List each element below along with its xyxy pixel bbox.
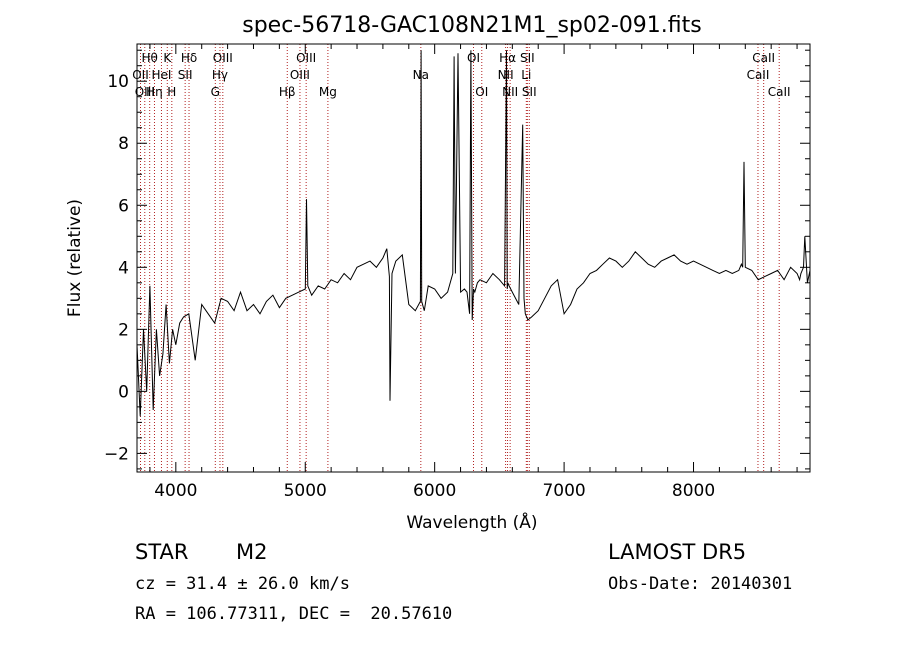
line-label: Hη — [146, 85, 163, 99]
x-tick-label: 4000 — [154, 481, 197, 501]
x-tick-label: 6000 — [413, 481, 456, 501]
object-type: STAR — [135, 540, 189, 564]
y-tick-label: 2 — [118, 320, 129, 340]
y-tick-label: −2 — [104, 444, 129, 464]
line-label: Hβ — [279, 85, 296, 99]
y-tick-label: 10 — [107, 72, 129, 92]
y-tick-label: 4 — [118, 258, 129, 278]
x-axis: 4000 5000 6000 7000 8000 — [149, 44, 798, 501]
line-label: NII — [498, 68, 514, 82]
line-label: Hδ — [181, 51, 197, 65]
line-label: OIII — [135, 85, 155, 99]
line-label: Mg — [319, 85, 337, 99]
line-label: Na — [413, 68, 429, 82]
line-label: SII — [178, 68, 193, 82]
line-label: OI — [467, 51, 480, 65]
line-label: OIII — [296, 51, 316, 65]
line-label: OIII — [213, 51, 233, 65]
x-tick-label: 5000 — [284, 481, 327, 501]
line-label: Hγ — [212, 68, 228, 82]
object-subclass: M2 — [236, 540, 268, 564]
y-axis: −2 0 2 4 6 8 10 — [104, 49, 810, 470]
line-label: OIII — [290, 68, 310, 82]
plot-frame — [136, 43, 811, 473]
redshift-value: cz = 31.4 ± 26.0 km/s — [135, 574, 350, 594]
chart-title: spec-56718-GAC108N21M1_sp02-091.fits — [242, 13, 702, 38]
line-label: HeI — [151, 68, 171, 82]
line-label: Li — [521, 68, 531, 82]
line-label: H — [167, 85, 176, 99]
y-tick-label: 0 — [118, 382, 129, 402]
line-label: Hα — [499, 51, 516, 65]
line-label: CaII — [752, 51, 775, 65]
y-tick-label: 6 — [118, 196, 129, 216]
line-label: NII — [502, 85, 518, 99]
line-label: CaII — [768, 85, 791, 99]
line-label: SII — [520, 51, 535, 65]
line-label: K — [163, 51, 172, 65]
x-tick-label: 7000 — [542, 481, 585, 501]
line-label: G — [211, 85, 220, 99]
line-label: CaII — [747, 68, 770, 82]
observation-date: Obs-Date: 20140301 — [608, 574, 793, 594]
x-tick-label: 8000 — [672, 481, 715, 501]
x-axis-label: Wavelength (Å) — [406, 511, 537, 533]
line-label: Hθ — [141, 51, 157, 65]
y-tick-label: 8 — [118, 134, 129, 154]
survey-name: LAMOST DR5 — [608, 540, 747, 564]
line-label: SII — [522, 85, 537, 99]
y-axis-label: Flux (relative) — [65, 199, 85, 317]
spectrum-line — [136, 50, 811, 417]
line-label: OI — [475, 85, 488, 99]
coordinates: RA = 106.77311, DEC = 20.57610 — [135, 604, 453, 624]
line-label: OII — [132, 68, 149, 82]
